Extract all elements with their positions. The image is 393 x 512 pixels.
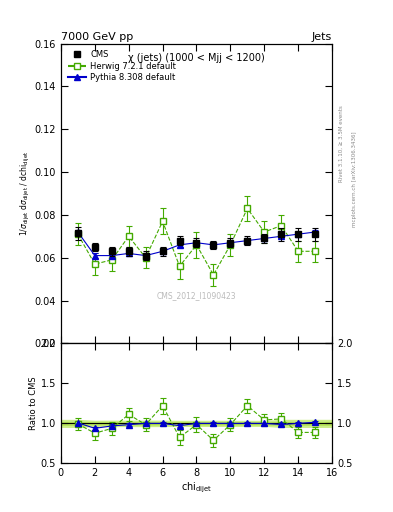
Y-axis label: $1/\sigma_\mathrm{dijet}\ \mathrm{d}\sigma_\mathrm{dijet}\ /\ \mathrm{dchi}_\mat: $1/\sigma_\mathrm{dijet}\ \mathrm{d}\sig… bbox=[19, 151, 32, 236]
X-axis label: chi$_\mathrm{dijet}$: chi$_\mathrm{dijet}$ bbox=[181, 481, 212, 496]
Y-axis label: Ratio to CMS: Ratio to CMS bbox=[29, 376, 38, 430]
Text: mcplots.cern.ch [arXiv:1306.3436]: mcplots.cern.ch [arXiv:1306.3436] bbox=[352, 132, 357, 227]
Legend: CMS, Herwig 7.2.1 default, Pythia 8.308 default: CMS, Herwig 7.2.1 default, Pythia 8.308 … bbox=[65, 48, 178, 84]
Text: Jets: Jets bbox=[312, 32, 332, 42]
Text: Rivet 3.1.10, ≥ 3.5M events: Rivet 3.1.10, ≥ 3.5M events bbox=[339, 105, 344, 182]
Text: χ (jets) (1000 < Mjj < 1200): χ (jets) (1000 < Mjj < 1200) bbox=[128, 53, 265, 62]
Text: CMS_2012_I1090423: CMS_2012_I1090423 bbox=[157, 291, 236, 300]
Text: 7000 GeV pp: 7000 GeV pp bbox=[61, 32, 133, 42]
